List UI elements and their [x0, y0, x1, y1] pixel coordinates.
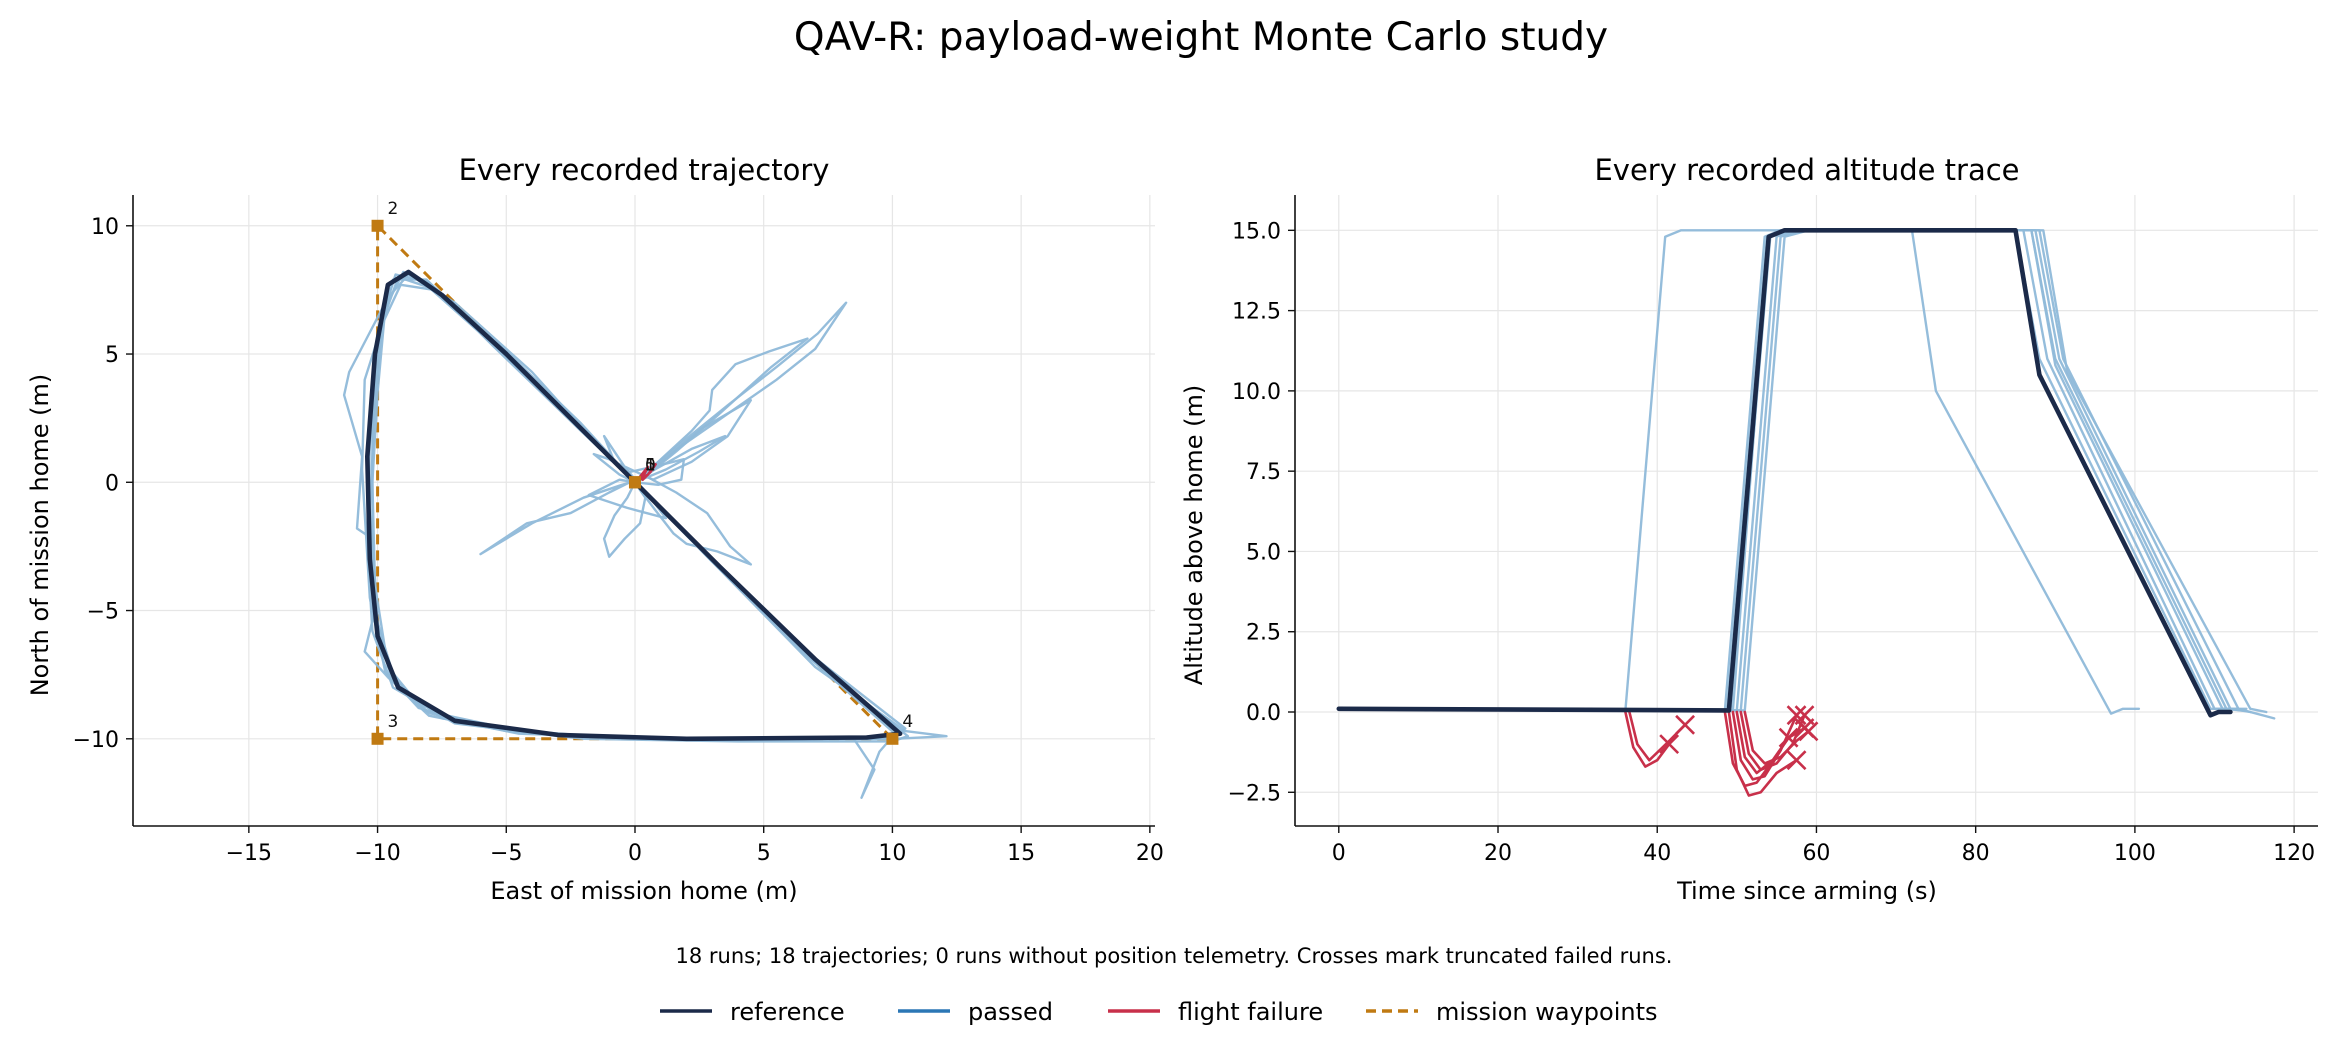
legend-item: flight failure — [1108, 998, 1323, 1026]
legend-item: mission waypoints — [1366, 998, 1658, 1026]
failure-run-line — [1628, 710, 1687, 762]
failure-run-line — [1743, 710, 1810, 765]
legend-label: flight failure — [1178, 998, 1323, 1026]
trajectory-x-tick-label: −15 — [226, 841, 272, 866]
altitude-plot-area — [1336, 228, 2276, 797]
legend-label: mission waypoints — [1436, 998, 1658, 1026]
failure-run-line — [1739, 710, 1806, 772]
altitude-panel: Every recorded altitude trace Time since… — [1180, 153, 2318, 905]
trajectory-x-tick-label: −5 — [490, 841, 522, 866]
passed-run-line — [1337, 229, 2248, 712]
failure-cross-marker — [1794, 705, 1815, 726]
passed-run-line — [342, 273, 897, 799]
altitude-x-axis-label: Time since arming (s) — [1676, 877, 1937, 905]
waypoint-marker — [886, 732, 899, 745]
altitude-x-tick-label: 0 — [1332, 841, 1346, 866]
trajectory-panel: Every recorded trajectory East of missio… — [26, 153, 1164, 905]
trajectory-grid — [133, 195, 1155, 826]
failure-run-line — [1624, 710, 1671, 768]
passed-run-line — [360, 283, 948, 740]
waypoint-marker — [371, 732, 384, 745]
altitude-x-tick-label: 60 — [1802, 841, 1830, 866]
altitude-x-tick-label: 40 — [1643, 841, 1671, 866]
trajectory-x-tick-label: 20 — [1136, 841, 1164, 866]
legend-item: passed — [898, 998, 1053, 1026]
altitude-y-tick-label: 2.5 — [1246, 621, 1281, 646]
waypoint-label: 5 — [645, 455, 656, 475]
passed-run-line — [1337, 229, 2276, 720]
reference-run-line — [365, 269, 903, 742]
trajectory-x-tick-label: 5 — [757, 841, 771, 866]
trajectory-y-tick-label: 10 — [91, 215, 119, 240]
waypoint-label: 4 — [902, 712, 913, 732]
altitude-y-tick-label: 7.5 — [1246, 460, 1281, 485]
altitude-x-tick-label: 100 — [2114, 841, 2156, 866]
trajectory-x-tick-label: 15 — [1007, 841, 1035, 866]
passed-run-line — [602, 481, 647, 558]
passed-run-line — [479, 434, 752, 566]
passed-run-line — [1337, 229, 2232, 712]
trajectory-x-tick-label: 10 — [878, 841, 906, 866]
waypoint-label: 2 — [388, 199, 399, 219]
waypoint-label: 0 — [645, 455, 656, 475]
trajectory-y-tick-label: −10 — [73, 728, 119, 753]
altitude-y-tick-label: −2.5 — [1228, 781, 1281, 806]
trajectory-plot-area — [342, 222, 948, 799]
altitude-y-tick-label: 10.0 — [1232, 380, 1281, 405]
legend-item: reference — [660, 998, 845, 1026]
altitude-grid — [1295, 195, 2318, 826]
reference-run-line — [1336, 228, 2233, 718]
trajectory-x-tick-label: −10 — [354, 841, 400, 866]
figure-caption: 18 runs; 18 trajectories; 0 runs without… — [676, 944, 1673, 968]
altitude-y-tick-label: 5.0 — [1246, 540, 1281, 565]
passed-run-line — [1337, 229, 2240, 712]
trajectory-y-axis-label: North of mission home (m) — [26, 374, 54, 697]
passed-run-line — [633, 301, 848, 484]
trajectory-y-tick-label: 5 — [105, 343, 119, 368]
failure-run-line — [636, 465, 650, 481]
passed-run-line — [633, 337, 809, 484]
trajectory-y-tick-label: −5 — [87, 600, 119, 625]
altitude-x-tick-label: 80 — [1962, 841, 1990, 866]
altitude-y-axis-label: Altitude above home (m) — [1180, 385, 1208, 685]
legend-label: reference — [730, 998, 845, 1026]
legend: reference passed flight failure mission way… — [660, 998, 1658, 1026]
altitude-panel-title: Every recorded altitude trace — [1594, 153, 2019, 187]
altitude-y-tick-label: 15.0 — [1232, 219, 1281, 244]
legend-label: passed — [968, 998, 1053, 1026]
trajectory-x-axis-label: East of mission home (m) — [490, 877, 797, 905]
waypoint-marker — [628, 476, 641, 489]
failure-cross-marker — [1675, 714, 1696, 735]
figure-title: QAV-R: payload-weight Monte Carlo study — [794, 15, 1608, 60]
waypoint-label: 1 — [645, 455, 656, 475]
altitude-y-tick-label: 12.5 — [1232, 300, 1281, 325]
waypoint-label: 3 — [388, 712, 399, 732]
altitude-x-tick-label: 20 — [1484, 841, 1512, 866]
failure-run-line — [1735, 710, 1806, 775]
failure-run-line — [1727, 710, 1798, 797]
failure-cross-marker — [1659, 734, 1680, 755]
altitude-y-tick-label: 0.0 — [1246, 701, 1281, 726]
passed-run-line — [1337, 229, 2244, 712]
failure-cross-marker — [1786, 750, 1807, 771]
failure-cross-marker — [1798, 721, 1819, 742]
altitude-x-tick-label: 120 — [2273, 841, 2315, 866]
waypoint-marker — [371, 219, 384, 232]
trajectory-x-tick-label: 0 — [628, 841, 642, 866]
trajectory-panel-title: Every recorded trajectory — [459, 153, 830, 187]
trajectory-y-tick-label: 0 — [105, 471, 119, 496]
